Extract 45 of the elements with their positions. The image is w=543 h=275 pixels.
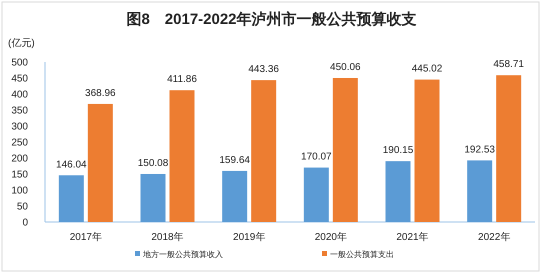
data-label: 146.04 (56, 159, 88, 170)
bar (88, 104, 113, 222)
data-label: 411.86 (167, 74, 198, 86)
bar (140, 174, 166, 222)
data-label: 443.36 (248, 64, 280, 76)
y-tick-label: 100 (11, 186, 28, 196)
y-tick-label: 450 (11, 74, 28, 84)
y-tick-label: 400 (11, 90, 28, 100)
chart-title: 图8 2017-2022年泸州市一般公共预算收支 (126, 10, 417, 28)
y-axis-title: (亿元) (8, 38, 35, 49)
data-label: 170.07 (301, 152, 332, 163)
bar (467, 160, 492, 222)
bar (170, 90, 194, 222)
y-tick-label: 250 (11, 138, 28, 148)
data-label: 368.96 (85, 88, 116, 99)
x-tick-label: 2017年 (70, 231, 102, 243)
bar (304, 168, 329, 222)
x-tick-label: 2020年 (314, 231, 347, 243)
data-label: 150.08 (138, 158, 169, 169)
legend-label: 地方一般公共预算收入 (142, 250, 223, 259)
bar (386, 161, 410, 222)
bar (58, 175, 84, 222)
bar (496, 75, 522, 222)
y-tick-label: 150 (11, 170, 28, 180)
y-tick-label: 350 (11, 106, 28, 116)
data-label: 190.15 (382, 145, 414, 156)
data-label: 458.71 (493, 59, 524, 70)
bar (222, 170, 248, 222)
y-tick-label: 500 (11, 58, 28, 68)
bar (332, 78, 358, 222)
y-tick-label: 300 (11, 122, 28, 132)
bar (414, 80, 440, 222)
bar (251, 80, 276, 222)
y-tick-label: 0 (22, 218, 28, 228)
x-tick-label: 2022年 (478, 231, 510, 243)
legend-label: 一般公共预算支出 (330, 250, 394, 259)
x-tick-label: 2018年 (151, 231, 184, 243)
y-tick-label: 50 (16, 202, 28, 212)
y-tick-label: 200 (11, 154, 28, 164)
data-label: 445.02 (412, 64, 443, 75)
data-label: 450.06 (330, 62, 362, 73)
x-tick-label: 2021年 (396, 231, 429, 243)
data-label: 192.53 (464, 144, 496, 156)
data-label: 159.64 (219, 154, 250, 166)
x-tick-label: 2019年 (233, 231, 266, 243)
